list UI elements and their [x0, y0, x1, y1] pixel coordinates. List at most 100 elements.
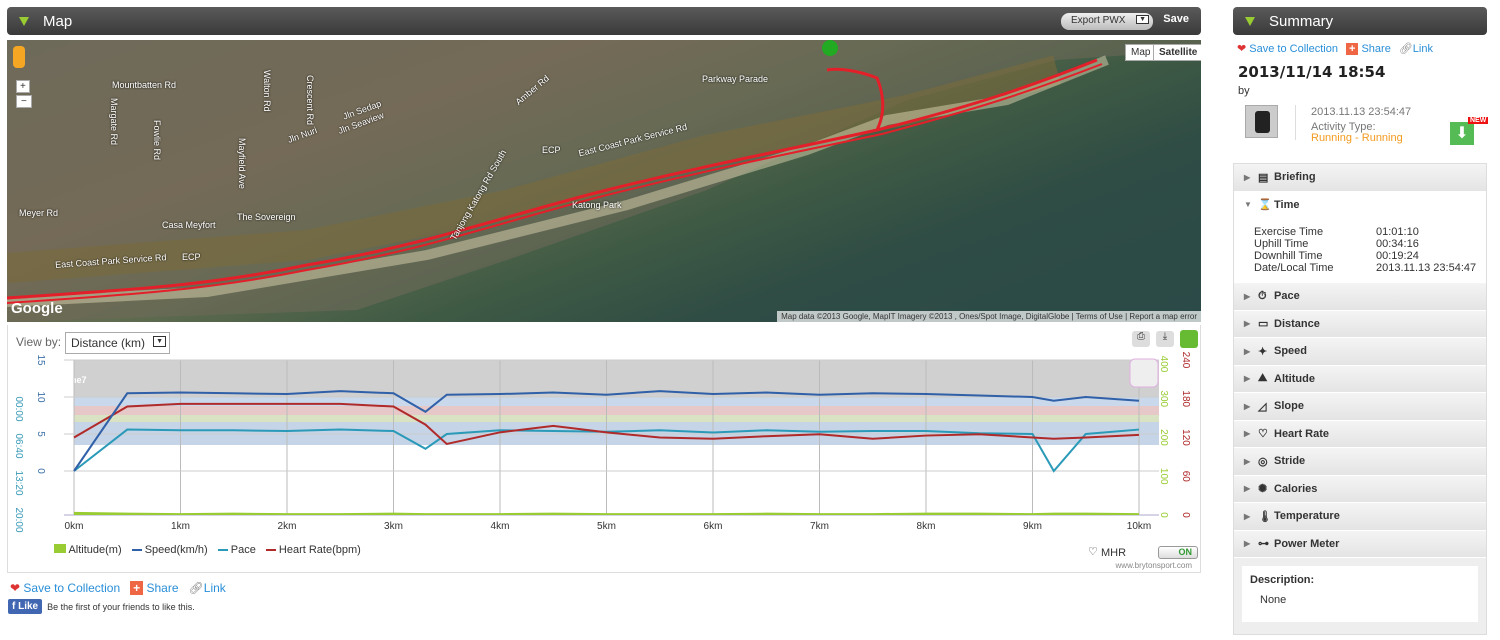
collapse-triangle-icon[interactable]	[1245, 16, 1255, 26]
legend-label: Altitude(m)	[68, 544, 122, 556]
fullscreen-icon[interactable]	[1180, 330, 1198, 348]
section-speed[interactable]: ▶ ✦ Speed	[1234, 338, 1486, 366]
activity-datetime: 2013/11/14 18:54	[1238, 63, 1386, 81]
section-stride[interactable]: ▶ ◎ Stride	[1234, 448, 1486, 476]
caret-right-icon: ▶	[1244, 346, 1251, 356]
section-slope[interactable]: ▶ ◿ Slope	[1234, 393, 1486, 421]
activity-chart: Zone7 0km 1km 2km 3km 4km 5km 6km 7km 8km 9km 10km 0…	[13, 352, 1191, 533]
facebook-like-button[interactable]: f Like	[8, 599, 43, 614]
section-briefing[interactable]: ▶ ▤ Briefing	[1234, 164, 1486, 192]
legend-speed[interactable]: Speed(km/h)	[131, 544, 208, 556]
time-row-label: Uphill Time	[1254, 238, 1309, 250]
mhr-toggle[interactable]: ON	[1158, 546, 1198, 559]
section-distance[interactable]: ▶ ▭ Distance	[1234, 310, 1486, 338]
legend-pace[interactable]: Pace	[217, 544, 256, 556]
mountain-icon: ⛰	[1258, 372, 1268, 385]
thermometer-icon: 🌡︎	[1258, 510, 1272, 523]
hr-tick-label: 60	[1180, 471, 1191, 483]
time-row-label: Downhill Time	[1254, 250, 1323, 262]
share-link[interactable]: + Share	[130, 581, 179, 595]
caret-right-icon: ▶	[1244, 401, 1251, 411]
zoom-out-button[interactable]: −	[16, 95, 32, 108]
view-by-select[interactable]: Distance (km) ▼	[65, 332, 171, 354]
summary-share-link[interactable]: + Share	[1345, 42, 1391, 55]
map-label: The Sovereign	[237, 212, 296, 222]
section-label: Stride	[1274, 455, 1306, 468]
save-label: Save to Collection	[1249, 43, 1338, 55]
hourglass-icon: ⌛	[1258, 199, 1272, 212]
street-view-pegman-icon[interactable]	[13, 46, 25, 68]
x-tick-label: 2km	[278, 521, 297, 532]
credit-text: www.brytonsport.com	[1115, 561, 1192, 570]
hr-tick-label: 240	[1180, 352, 1191, 369]
section-label: Pace	[1274, 290, 1300, 303]
save-button[interactable]: Save	[1163, 13, 1189, 25]
device-image	[1245, 105, 1278, 138]
flame-icon: ✺	[1258, 483, 1268, 496]
section-altitude[interactable]: ▶ ⛰ Altitude	[1234, 365, 1486, 393]
caret-right-icon: ▶	[1244, 456, 1251, 466]
heart-icon: ❤	[1237, 43, 1247, 55]
link-link[interactable]: 🔗︎Link	[189, 581, 226, 595]
section-heart-rate[interactable]: ▶ ♡ Heart Rate	[1234, 420, 1486, 448]
summary-header: Summary	[1233, 7, 1487, 35]
section-power-meter[interactable]: ▶ ⊶ Power Meter	[1234, 530, 1486, 558]
x-tick-label: 6km	[704, 521, 723, 532]
x-tick-label: 10km	[1127, 521, 1151, 532]
section-label: Heart Rate	[1274, 427, 1330, 440]
route-line	[7, 58, 1098, 300]
view-by-label: View by:	[16, 335, 62, 349]
x-tick-label: 5km	[597, 521, 616, 532]
print-icon[interactable]: ⎙	[1132, 331, 1150, 347]
legend-heart-rate[interactable]: Heart Rate(bpm)	[265, 544, 361, 556]
map-label: Crescent Rd	[305, 75, 315, 126]
caret-down-icon: ▼	[1244, 200, 1252, 210]
zoom-in-button[interactable]: +	[16, 80, 30, 93]
speed-tick-label: 15	[35, 354, 46, 366]
map-label: Meyer Rd	[19, 208, 59, 218]
map-type-satellite[interactable]: Satellite	[1153, 44, 1201, 61]
activity-type-label: Activity Type:	[1311, 121, 1376, 133]
altitude-area	[74, 511, 1139, 515]
mhr-label: MHR	[1101, 547, 1127, 559]
altitude-tick-label: 300	[1158, 390, 1169, 407]
zone-label: Zone7	[60, 375, 87, 385]
chart-panel: View by: Distance (km) ▼ ⎙ ⤓ Zone7 0km 1km 2…	[7, 325, 1201, 573]
section-time[interactable]: ▼ ⌛ Time	[1234, 191, 1486, 219]
share-label: Share	[1361, 42, 1391, 55]
satellite-map[interactable]: + − Map Satellite Mountbatten Rd Meyer R…	[7, 40, 1201, 322]
export-pwx-dropdown[interactable]: Export PWX ▼	[1061, 13, 1153, 30]
legend-altitude[interactable]: Altitude(m)	[54, 544, 122, 556]
section-calories[interactable]: ▶ ✺ Calories	[1234, 475, 1486, 503]
section-label: Calories	[1274, 482, 1318, 495]
map-label: Casa Meyfort	[162, 220, 216, 230]
time-row-label: Date/Local Time	[1254, 262, 1334, 274]
collapse-triangle-icon[interactable]	[19, 16, 29, 26]
link-label: Link	[203, 581, 226, 595]
hr-zone-band	[74, 406, 1159, 415]
map-label: Parkway Parade	[702, 74, 769, 84]
terms-link[interactable]: Terms of Use	[1075, 312, 1123, 321]
x-tick-label: 0km	[65, 521, 84, 532]
x-tick-label: 7km	[810, 521, 829, 532]
legend-label: Speed(km/h)	[144, 544, 208, 556]
time-row-value: 00:34:16	[1376, 238, 1419, 250]
like-text: Be the first of your friends to like thi…	[47, 601, 195, 612]
altitude-tick-label: 100	[1158, 468, 1169, 485]
map-label: Walton Rd	[262, 70, 272, 112]
download-new-button[interactable]: ⬇	[1450, 122, 1474, 145]
description-label: Description:	[1250, 574, 1315, 586]
pace-tick-label: 20:00	[13, 507, 24, 532]
google-logo: Google	[11, 300, 63, 317]
legend-label: Heart Rate(bpm)	[278, 544, 361, 556]
section-temperature[interactable]: ▶ 🌡︎ Temperature	[1234, 503, 1486, 531]
summary-link-link[interactable]: 🔗︎Link	[1399, 42, 1433, 55]
report-error-link[interactable]: Report a map error	[1129, 312, 1197, 321]
plus-icon: +	[130, 581, 144, 595]
download-icon[interactable]: ⤓	[1156, 331, 1174, 347]
save-to-collection-link[interactable]: ❤ Save to Collection	[10, 581, 120, 595]
summary-save-link[interactable]: ❤ Save to Collection	[1237, 42, 1338, 55]
save-label: Save to Collection	[23, 581, 121, 595]
section-pace[interactable]: ▶ ⏱ Pace	[1234, 283, 1486, 311]
map-type-map[interactable]: Map	[1125, 44, 1157, 61]
